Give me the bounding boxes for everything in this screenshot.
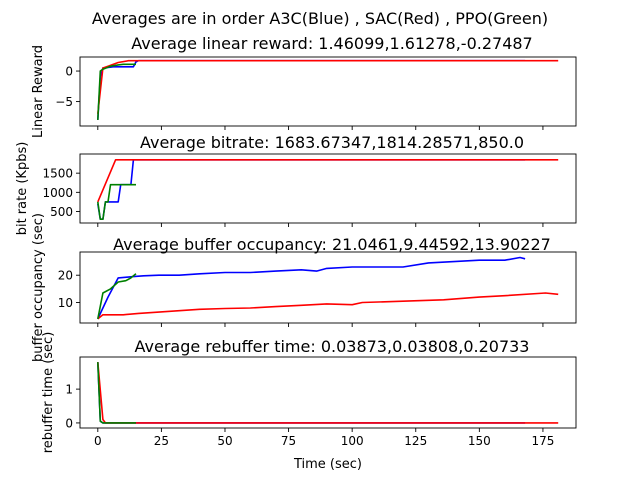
series-line-ppo: [97, 183, 136, 220]
x-tick-label: 25: [154, 434, 169, 448]
y-axis-label: bit rate (Kpbs): [15, 142, 30, 236]
series-line-sac: [97, 159, 559, 203]
axes-frame: [79, 251, 577, 324]
figure-suptitle: Averages are in order A3C(Blue) , SAC(Re…: [92, 9, 548, 28]
subplot-title: Average buffer occupancy: 21.0461,9.4459…: [113, 235, 551, 254]
y-tick-label: 10: [58, 296, 73, 310]
series-line-ppo: [97, 273, 137, 320]
series-line-a3c: [97, 256, 526, 320]
y-tick-label: 1: [65, 383, 73, 397]
series-line-sac: [97, 362, 559, 424]
series-line-a3c: [97, 59, 526, 120]
x-axis-label: Time (sec): [293, 457, 362, 472]
subplot-title: Average bitrate: 1683.67347,1814.28571,8…: [140, 133, 524, 152]
y-tick-label: 20: [58, 269, 73, 283]
y-tick-label: 500: [50, 205, 73, 219]
y-tick-label: 1000: [42, 186, 73, 200]
y-tick-label: −5: [55, 95, 73, 109]
y-tick-label: 1500: [42, 167, 73, 181]
x-tick-label: 150: [468, 434, 491, 448]
axes-frame: [79, 56, 577, 127]
subplot-3: Average buffer occupancy: 21.0461,9.4459…: [31, 213, 577, 362]
subplots: Average linear reward: 1.46099,1.61278,-…: [15, 34, 577, 454]
subplot-title: Average linear reward: 1.46099,1.61278,-…: [131, 34, 532, 53]
axes-frame: [79, 356, 577, 429]
y-tick-label: 0: [65, 416, 73, 430]
subplot-2: Average bitrate: 1683.67347,1814.28571,8…: [15, 133, 577, 236]
y-axis-label: Linear Reward: [31, 45, 46, 138]
y-axis-label: rebuffer time (sec): [41, 332, 56, 454]
x-tick-label: 50: [217, 434, 232, 448]
y-axis-label: buffer occupancy (sec): [31, 213, 46, 362]
x-tick-label: 125: [404, 434, 427, 448]
axes-frame: [79, 153, 577, 224]
series-line-a3c: [97, 362, 526, 424]
subplot-4: Average rebuffer time: 0.03873,0.03808,0…: [41, 332, 577, 454]
series-line-sac: [97, 59, 559, 114]
y-tick-label: 0: [65, 65, 73, 79]
series-line-a3c: [97, 159, 526, 220]
subplot-title: Average rebuffer time: 0.03873,0.03808,0…: [135, 337, 530, 356]
x-tick-label: 0: [94, 434, 102, 448]
series-line-ppo: [97, 362, 136, 424]
x-tick-label: 100: [341, 434, 364, 448]
subplot-1: Average linear reward: 1.46099,1.61278,-…: [31, 34, 577, 138]
x-tick-label: 75: [281, 434, 296, 448]
series-line-ppo: [97, 63, 136, 120]
series-line-sac: [97, 292, 559, 320]
x-tick-label: 175: [531, 434, 554, 448]
